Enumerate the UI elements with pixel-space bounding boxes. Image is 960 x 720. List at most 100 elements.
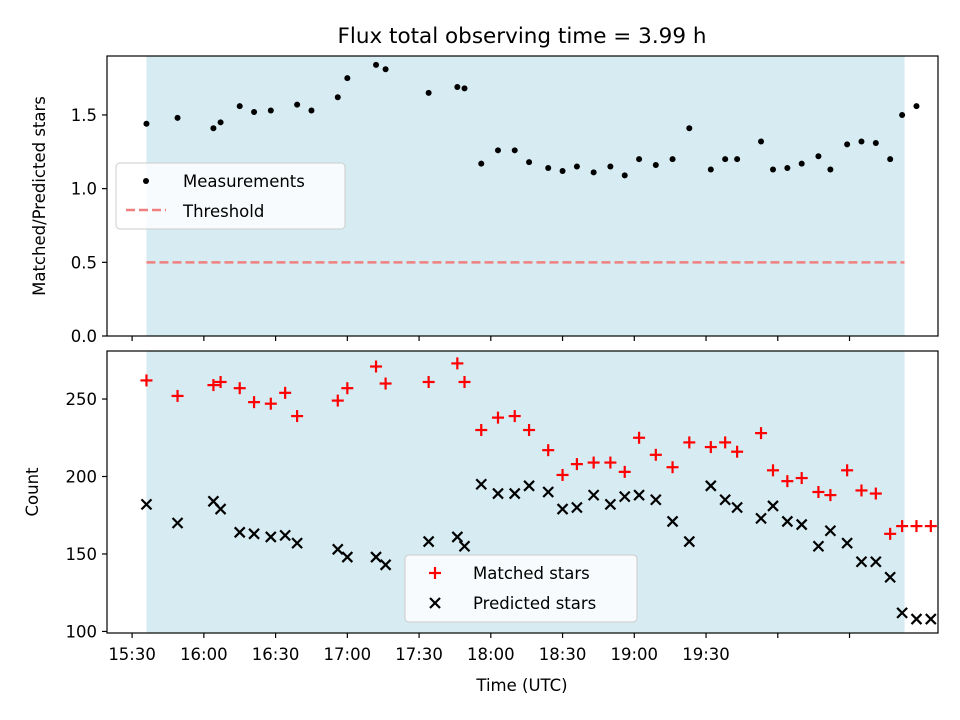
measurement-point: [461, 85, 468, 92]
measurement-point: [607, 163, 614, 170]
predicted-star-stroke-b: [370, 551, 382, 563]
matched-star-point: [233, 382, 246, 395]
predicted-star-stroke-b: [214, 503, 227, 515]
legend-threshold-label: Threshold: [182, 202, 264, 221]
predicted-star-stroke-b: [279, 529, 291, 542]
top-y-ticks: 0.0 0.5 1.0 1.5: [71, 106, 107, 346]
predicted-star-point: [896, 607, 908, 619]
measurement-point: [251, 109, 258, 115]
matched-star-point: [458, 375, 471, 388]
predicted-star-stroke-b: [841, 537, 853, 549]
predicted-star-stroke-b: [755, 512, 767, 525]
x-tick-label: 19:00: [611, 645, 659, 664]
measurement-point: [454, 83, 461, 90]
y-tick-label: 200: [66, 468, 98, 487]
predicted-star-stroke-b: [171, 517, 184, 529]
predicted-star-point: [523, 480, 535, 492]
predicted-star-stroke-b: [731, 501, 743, 514]
measurement-point: [686, 125, 693, 132]
predicted-star-point: [812, 540, 825, 553]
matched-star-point: [171, 389, 184, 402]
measurement-point: [722, 156, 729, 163]
y-tick-label: 0.5: [71, 253, 97, 272]
matched-star-point: [855, 484, 868, 497]
matched-star-point: [508, 410, 521, 423]
measurement-point: [344, 75, 351, 82]
matched-star-point: [279, 386, 292, 399]
predicted-star-stroke-b: [824, 524, 837, 537]
legend-predicted-label: Predicted stars: [473, 594, 596, 613]
measurement-point: [308, 107, 315, 114]
measurement-point: [573, 163, 580, 170]
predicted-star-point: [618, 490, 631, 503]
predicted-star-stroke-b: [910, 613, 923, 625]
matched-star-point: [556, 468, 569, 481]
matched-star-point: [841, 464, 854, 477]
measurement-point: [899, 111, 906, 118]
predicted-star-stroke-b: [650, 493, 662, 506]
predicted-star-stroke-b: [492, 487, 504, 500]
predicted-star-stroke-b: [587, 489, 600, 501]
bottom-legend: Matched stars Predicted stars: [404, 554, 638, 623]
predicted-star-stroke-b: [604, 498, 617, 511]
matched-star-point: [812, 486, 825, 498]
predicted-star-point: [379, 559, 392, 571]
predicted-star-point: [795, 518, 808, 531]
predicted-star-stroke-b: [571, 501, 583, 514]
predicted-star-point: [341, 551, 354, 563]
predicted-star-point: [841, 537, 853, 549]
predicted-star-point: [755, 512, 767, 525]
top-legend: Measurements Threshold: [115, 162, 346, 230]
x-tick-label: 16:30: [252, 645, 300, 664]
measurement-point: [669, 156, 676, 163]
bottom-panel: 100 150 200 250 15:30 16:00 16:30 17:00 17:30 18…: [23, 350, 939, 695]
measurement-point: [784, 165, 791, 171]
predicted-star-point: [265, 531, 277, 543]
predicted-star-stroke-b: [248, 528, 260, 540]
measurement-point: [798, 160, 805, 167]
measurement-point: [872, 139, 879, 146]
bottom-y-label: Count: [23, 467, 42, 517]
matched-star-point: [766, 464, 779, 477]
predicted-star-point: [666, 515, 679, 528]
predicted-star-point: [855, 555, 868, 568]
predicted-star-point: [475, 478, 488, 491]
predicted-star-point: [604, 498, 617, 511]
matched-star-point: [618, 465, 631, 478]
measurement-point: [913, 103, 920, 110]
matched-star-point: [755, 427, 768, 440]
predicted-star-point: [248, 528, 260, 540]
y-tick-label: 250: [66, 390, 98, 409]
predicted-star-point: [458, 540, 471, 553]
x-tick-label: 16:00: [180, 645, 228, 664]
matched-star-point: [666, 461, 679, 474]
legend-measurements-label: Measurements: [183, 172, 305, 191]
measurement-point: [425, 89, 432, 96]
matched-star-point: [587, 456, 600, 469]
matched-star-point: [264, 397, 277, 410]
measurement-point: [545, 165, 552, 171]
predicted-star-point: [910, 613, 923, 625]
predicted-star-stroke-b: [781, 515, 794, 528]
matched-star-point: [884, 527, 897, 540]
measurement-point: [844, 141, 851, 148]
matched-star-point: [331, 394, 344, 407]
predicted-star-point: [767, 500, 779, 512]
predicted-star-stroke-b: [508, 487, 521, 500]
predicted-star-point: [705, 480, 717, 492]
bottom-y-ticks: 100 150 200 250: [66, 390, 107, 641]
predicted-star-stroke-b: [870, 555, 882, 568]
measurement-point: [511, 147, 518, 154]
matched-star-point: [570, 458, 583, 471]
top-y-label: Matched/Predicted stars: [30, 96, 49, 296]
measurement-point: [382, 66, 389, 73]
measurement-point: [707, 166, 714, 173]
predicted-star-point: [587, 489, 600, 501]
matched-star-point: [719, 436, 732, 449]
predicted-star-point: [556, 503, 569, 515]
predicted-star-point: [451, 531, 464, 543]
predicted-star-point: [492, 487, 504, 500]
matched-star-point: [422, 375, 435, 388]
predicted-star-point: [542, 486, 554, 498]
predicted-star-stroke-b: [884, 571, 896, 583]
